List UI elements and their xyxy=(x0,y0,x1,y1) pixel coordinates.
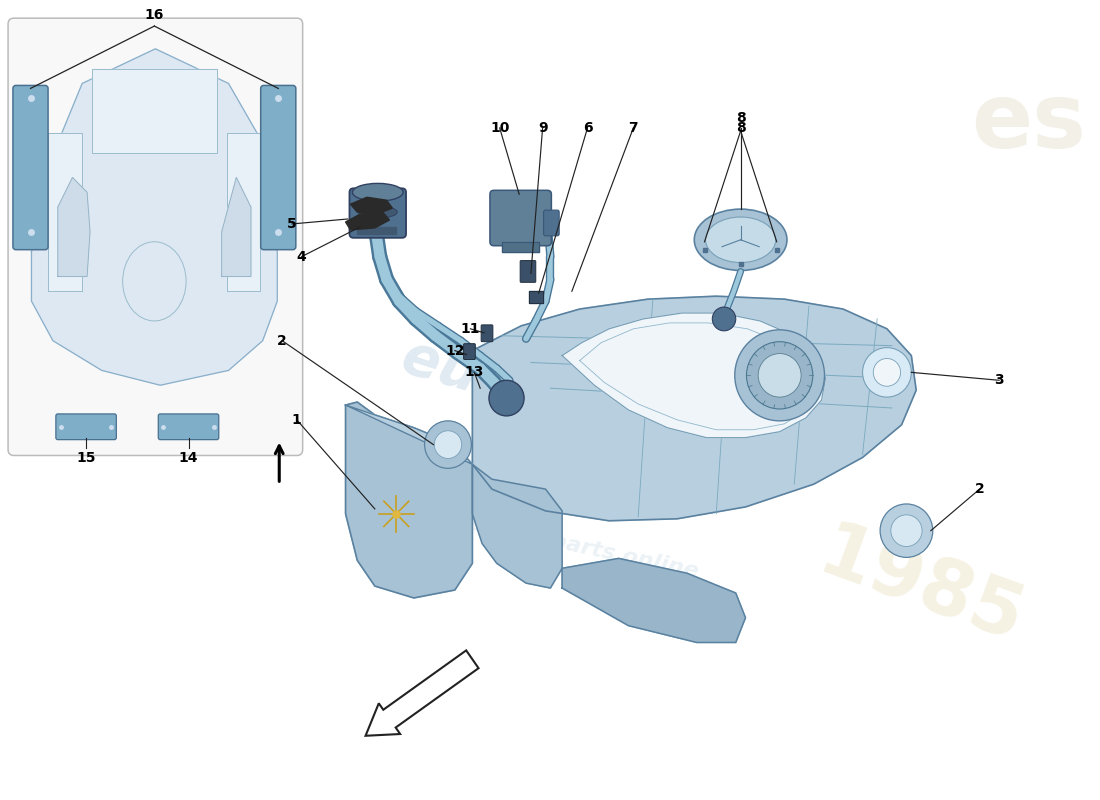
Ellipse shape xyxy=(352,183,403,201)
Text: eurospares: eurospares xyxy=(395,330,745,490)
Text: 4: 4 xyxy=(297,250,307,264)
Text: 9: 9 xyxy=(538,121,548,135)
Polygon shape xyxy=(345,405,472,464)
Ellipse shape xyxy=(705,217,776,262)
Circle shape xyxy=(425,421,472,468)
FancyBboxPatch shape xyxy=(350,188,406,238)
Circle shape xyxy=(891,515,922,546)
Polygon shape xyxy=(562,313,825,438)
Circle shape xyxy=(490,380,524,416)
Text: 12: 12 xyxy=(446,343,464,358)
Ellipse shape xyxy=(359,206,397,218)
Polygon shape xyxy=(345,212,389,230)
Polygon shape xyxy=(48,133,82,291)
Text: 1: 1 xyxy=(292,413,301,427)
Polygon shape xyxy=(351,198,393,214)
Text: 16: 16 xyxy=(145,8,164,22)
Text: a passion for parts online: a passion for parts online xyxy=(382,495,700,582)
Ellipse shape xyxy=(694,209,786,270)
Text: 15: 15 xyxy=(76,450,96,465)
Polygon shape xyxy=(92,69,217,153)
FancyBboxPatch shape xyxy=(463,344,475,359)
Polygon shape xyxy=(345,402,472,598)
Polygon shape xyxy=(562,558,746,642)
Text: 11: 11 xyxy=(461,322,481,336)
FancyArrow shape xyxy=(365,650,478,736)
Text: 2: 2 xyxy=(277,334,287,348)
FancyBboxPatch shape xyxy=(543,210,559,236)
FancyBboxPatch shape xyxy=(520,261,536,282)
FancyBboxPatch shape xyxy=(13,86,48,250)
Text: 13: 13 xyxy=(464,366,484,379)
FancyBboxPatch shape xyxy=(158,414,219,440)
FancyBboxPatch shape xyxy=(490,190,551,246)
Circle shape xyxy=(880,504,933,558)
Circle shape xyxy=(758,354,801,397)
Circle shape xyxy=(747,342,813,409)
Text: 7: 7 xyxy=(628,121,638,135)
Text: 1985: 1985 xyxy=(808,517,1034,659)
Circle shape xyxy=(735,330,825,421)
Text: 8: 8 xyxy=(736,121,746,135)
FancyBboxPatch shape xyxy=(8,18,302,455)
Text: 2: 2 xyxy=(975,482,984,496)
Text: 10: 10 xyxy=(490,121,509,135)
Text: 14: 14 xyxy=(179,450,198,465)
Polygon shape xyxy=(222,178,251,276)
Circle shape xyxy=(713,307,736,331)
Polygon shape xyxy=(227,133,260,291)
Polygon shape xyxy=(472,464,562,588)
Polygon shape xyxy=(502,242,539,252)
Circle shape xyxy=(862,348,911,397)
Text: es: es xyxy=(971,79,1086,167)
Polygon shape xyxy=(472,296,916,521)
FancyBboxPatch shape xyxy=(261,86,296,250)
Circle shape xyxy=(873,358,901,386)
Circle shape xyxy=(434,430,462,458)
Polygon shape xyxy=(529,291,542,303)
Ellipse shape xyxy=(123,242,186,321)
Text: 5: 5 xyxy=(287,217,297,231)
Text: 6: 6 xyxy=(583,121,592,135)
FancyBboxPatch shape xyxy=(56,414,117,440)
FancyBboxPatch shape xyxy=(481,325,493,342)
Polygon shape xyxy=(32,49,277,386)
Text: 8: 8 xyxy=(736,111,746,125)
Text: 3: 3 xyxy=(994,374,1004,387)
Polygon shape xyxy=(358,227,396,234)
Polygon shape xyxy=(58,178,90,276)
